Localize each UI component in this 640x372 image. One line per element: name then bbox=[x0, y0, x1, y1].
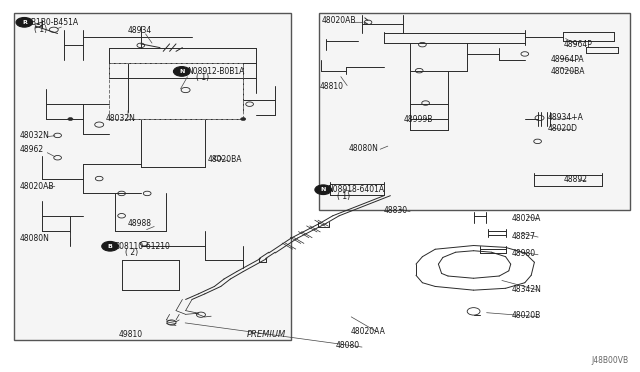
Text: R: R bbox=[22, 20, 27, 25]
Circle shape bbox=[315, 185, 332, 195]
Circle shape bbox=[68, 118, 73, 121]
Text: B: B bbox=[108, 244, 113, 249]
Text: 48988: 48988 bbox=[128, 219, 152, 228]
Text: PREMIUM: PREMIUM bbox=[246, 330, 285, 339]
Text: N: N bbox=[179, 69, 184, 74]
Text: 48020D: 48020D bbox=[547, 124, 577, 133]
Text: DB1B0-B451A: DB1B0-B451A bbox=[26, 18, 79, 27]
Text: 48020AB: 48020AB bbox=[322, 16, 356, 25]
Text: 48934: 48934 bbox=[128, 26, 152, 35]
Text: 48080: 48080 bbox=[336, 341, 360, 350]
Bar bbox=[14, 13, 291, 340]
Text: 48080N: 48080N bbox=[19, 234, 49, 243]
Text: 48342N: 48342N bbox=[512, 285, 542, 294]
Text: 48962: 48962 bbox=[19, 145, 44, 154]
Text: 48020AA: 48020AA bbox=[351, 327, 385, 336]
Text: 48830: 48830 bbox=[384, 206, 408, 215]
Text: ( 1): ( 1) bbox=[337, 192, 351, 201]
Text: 48020BA: 48020BA bbox=[550, 67, 585, 76]
Text: 48827: 48827 bbox=[512, 232, 536, 241]
Circle shape bbox=[173, 67, 190, 76]
Text: 48020BA: 48020BA bbox=[208, 155, 243, 164]
Text: 48999B: 48999B bbox=[403, 115, 433, 124]
Text: 49810: 49810 bbox=[118, 330, 143, 339]
Text: 48020AB: 48020AB bbox=[19, 182, 54, 191]
Text: 48980: 48980 bbox=[512, 249, 536, 258]
Text: ( 2): ( 2) bbox=[125, 248, 138, 257]
Text: N08912-B0B1A: N08912-B0B1A bbox=[187, 67, 244, 76]
Text: 48934+A: 48934+A bbox=[547, 113, 583, 122]
Circle shape bbox=[241, 118, 246, 121]
Text: N08918-6401A: N08918-6401A bbox=[328, 185, 385, 194]
Text: J48B00VB: J48B00VB bbox=[591, 356, 628, 365]
Text: 48810: 48810 bbox=[320, 82, 344, 91]
Text: 48032N: 48032N bbox=[19, 131, 49, 140]
Text: 48892: 48892 bbox=[563, 175, 588, 184]
Circle shape bbox=[16, 17, 33, 27]
Text: B08110-61210: B08110-61210 bbox=[114, 242, 170, 251]
Text: 48020A: 48020A bbox=[512, 214, 541, 223]
Text: ( 1): ( 1) bbox=[196, 73, 210, 82]
Bar bbox=[319, 13, 630, 210]
Text: 48080N: 48080N bbox=[349, 144, 379, 153]
Text: 48032N: 48032N bbox=[106, 114, 136, 123]
Text: N: N bbox=[321, 187, 326, 192]
Text: ( 1): ( 1) bbox=[34, 25, 47, 33]
Text: 48964PA: 48964PA bbox=[550, 55, 584, 64]
Bar bbox=[109, 63, 243, 119]
Circle shape bbox=[102, 241, 118, 251]
Text: 48964P: 48964P bbox=[563, 40, 592, 49]
Text: 48020B: 48020B bbox=[512, 311, 541, 320]
